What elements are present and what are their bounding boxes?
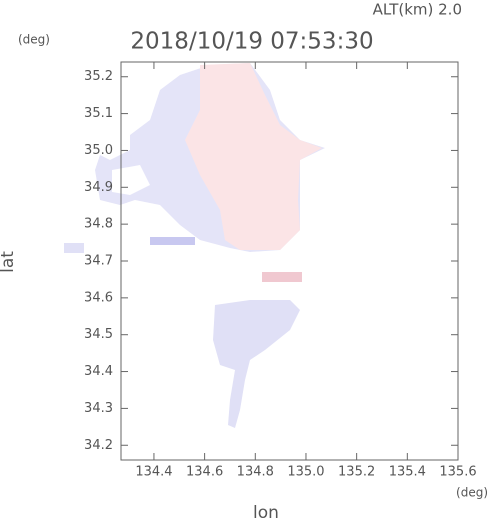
- y-tick-label: 34.5: [84, 327, 113, 342]
- radar-field: [64, 63, 325, 428]
- y-tick-label: 34.4: [84, 364, 113, 379]
- echo-region: [64, 243, 84, 253]
- echo-region: [262, 272, 302, 282]
- x-tick-label: 134.8: [237, 465, 274, 480]
- echo-region: [185, 63, 322, 250]
- y-axis-label: lat: [0, 251, 18, 273]
- echo-region: [150, 237, 195, 245]
- x-unit: (deg): [456, 486, 488, 500]
- y-tick-label: 34.3: [84, 401, 113, 416]
- x-tick-label: 134.4: [135, 465, 172, 480]
- x-tick-label: 135.6: [439, 465, 476, 480]
- y-tick-label: 34.2: [84, 438, 113, 453]
- chart-title: 2018/10/19 07:53:30: [130, 29, 373, 55]
- y-tick-label: 35.0: [84, 143, 113, 158]
- x-tick-label: 135.4: [389, 465, 426, 480]
- y-unit: (deg): [18, 33, 50, 47]
- y-tick-label: 35.2: [84, 69, 113, 84]
- altitude-label: ALT(km) 2.0: [373, 1, 462, 19]
- echo-region: [213, 300, 300, 428]
- y-tick-label: 34.6: [84, 290, 113, 305]
- y-tick-label: 35.1: [84, 106, 113, 121]
- y-tick-label: 34.7: [84, 254, 113, 269]
- y-tick-label: 34.8: [84, 217, 113, 232]
- x-tick-label: 135.0: [287, 465, 324, 480]
- x-tick-label: 135.2: [338, 465, 375, 480]
- x-tick-label: 134.6: [186, 465, 223, 480]
- x-axis-label: lon: [253, 503, 279, 521]
- y-tick-label: 34.9: [84, 180, 113, 195]
